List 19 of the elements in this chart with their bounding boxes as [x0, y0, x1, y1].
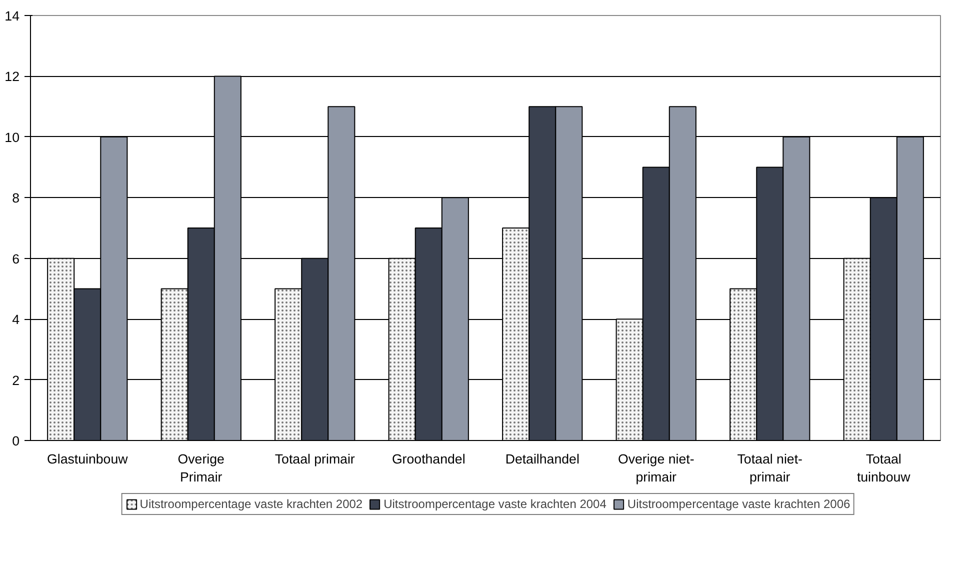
y-tick-label: 0: [12, 434, 20, 448]
y-tick-label: 4: [12, 312, 20, 328]
y-tick-label: 12: [4, 69, 20, 84]
x-tick-label: Overige Primair: [178, 452, 224, 484]
x-tick-label: Totaal niet- primair: [737, 452, 802, 484]
x-tick-label: Detailhandel: [505, 452, 580, 466]
x-tick-label: Totaal tuinbouw: [856, 452, 911, 484]
x-tick-label: Totaal primair: [274, 452, 356, 466]
y-tick-label: 10: [4, 130, 20, 145]
x-tick-label: Overige niet- primair: [618, 452, 694, 484]
legend-label: Uitstroompercentage vaste krachten 2006: [627, 497, 850, 511]
x-tick-label: Groothandel: [392, 452, 466, 466]
y-tick-label: 2: [12, 372, 20, 388]
x-tick-label: Glastuinbouw: [46, 452, 128, 466]
y-tick-label: 8: [12, 190, 20, 206]
legend-label: Uitstroompercentage vaste krachten 2002: [140, 497, 363, 511]
y-tick-label: 6: [12, 251, 20, 266]
y-tick-label: 14: [4, 8, 20, 24]
legend-label: Uitstroompercentage vaste krachten 2004: [384, 497, 606, 511]
